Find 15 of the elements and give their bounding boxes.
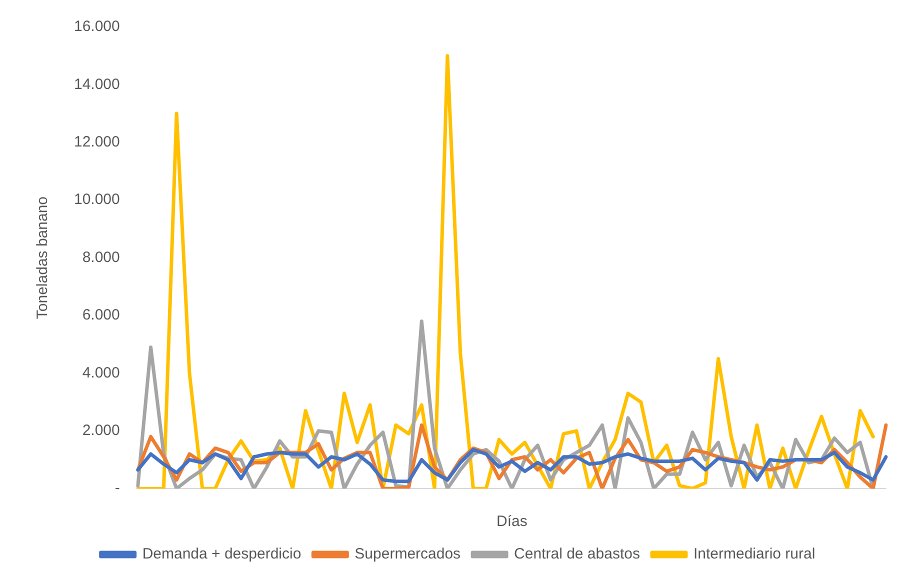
y-tick-label: 2.000 (82, 422, 120, 440)
y-tick-label: 16.000 (74, 18, 120, 36)
y-axis-title: Toneladas banano (34, 196, 52, 320)
y-tick-label: 10.000 (74, 191, 120, 208)
y-tick-label: 14.000 (74, 76, 120, 93)
y-tick-label: 6.000 (82, 306, 120, 324)
legend-label: Supermercados (354, 546, 461, 563)
x-axis-title: Días (496, 513, 528, 530)
legend-label: Intermediario rural (693, 546, 816, 563)
legend-label: Central de abastos (514, 546, 640, 563)
y-tick-label: - (114, 480, 120, 497)
y-tick-label: 8.000 (82, 248, 120, 266)
legend-label: Demanda + desperdicio (142, 546, 302, 563)
y-tick-label: 4.000 (82, 364, 120, 382)
y-tick-label: 12.000 (74, 134, 120, 151)
